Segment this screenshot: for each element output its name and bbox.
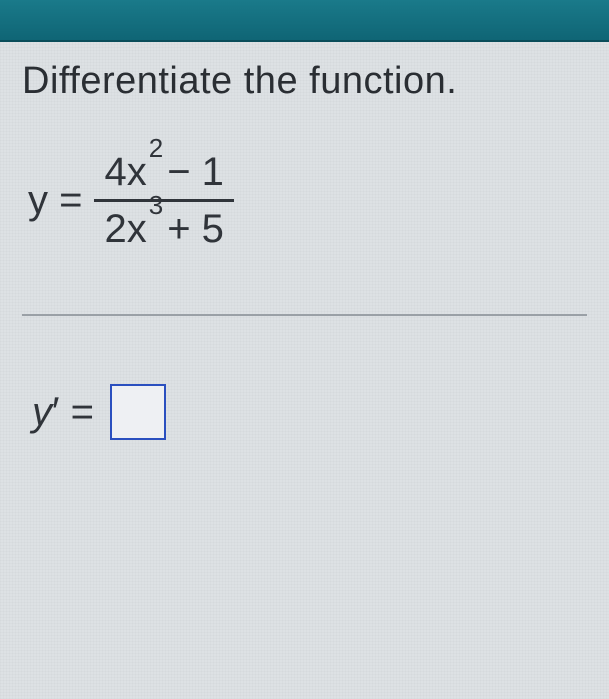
numerator-exponent: 2 <box>149 135 163 162</box>
numerator: 4x 2 − 1 <box>94 151 233 193</box>
fraction: 4x 2 − 1 2x 3 + 5 <box>94 151 233 250</box>
prime-symbol: ′ <box>52 390 60 434</box>
answer-variable: y <box>32 390 52 434</box>
numerator-rest: − 1 <box>167 151 224 193</box>
problem-prompt: Differentiate the function. <box>22 60 587 103</box>
answer-lhs: y′ = <box>32 390 94 435</box>
problem-panel: Differentiate the function. y = 4x 2 − 1… <box>0 42 609 699</box>
header-bar <box>0 0 609 42</box>
denominator: 2x 3 + 5 <box>94 208 233 250</box>
equation-lhs: y = <box>28 178 82 223</box>
denominator-rest: + 5 <box>167 208 224 250</box>
answer-input[interactable] <box>110 384 166 440</box>
denominator-exponent: 3 <box>149 192 163 219</box>
numerator-coeff: 4x <box>104 151 146 193</box>
denominator-coeff: 2x <box>104 208 146 250</box>
fraction-bar <box>94 199 233 202</box>
answer-row: y′ = <box>32 384 587 440</box>
answer-equals: = <box>60 390 94 434</box>
section-divider <box>22 314 587 316</box>
given-equation: y = 4x 2 − 1 2x 3 + 5 <box>28 151 587 250</box>
